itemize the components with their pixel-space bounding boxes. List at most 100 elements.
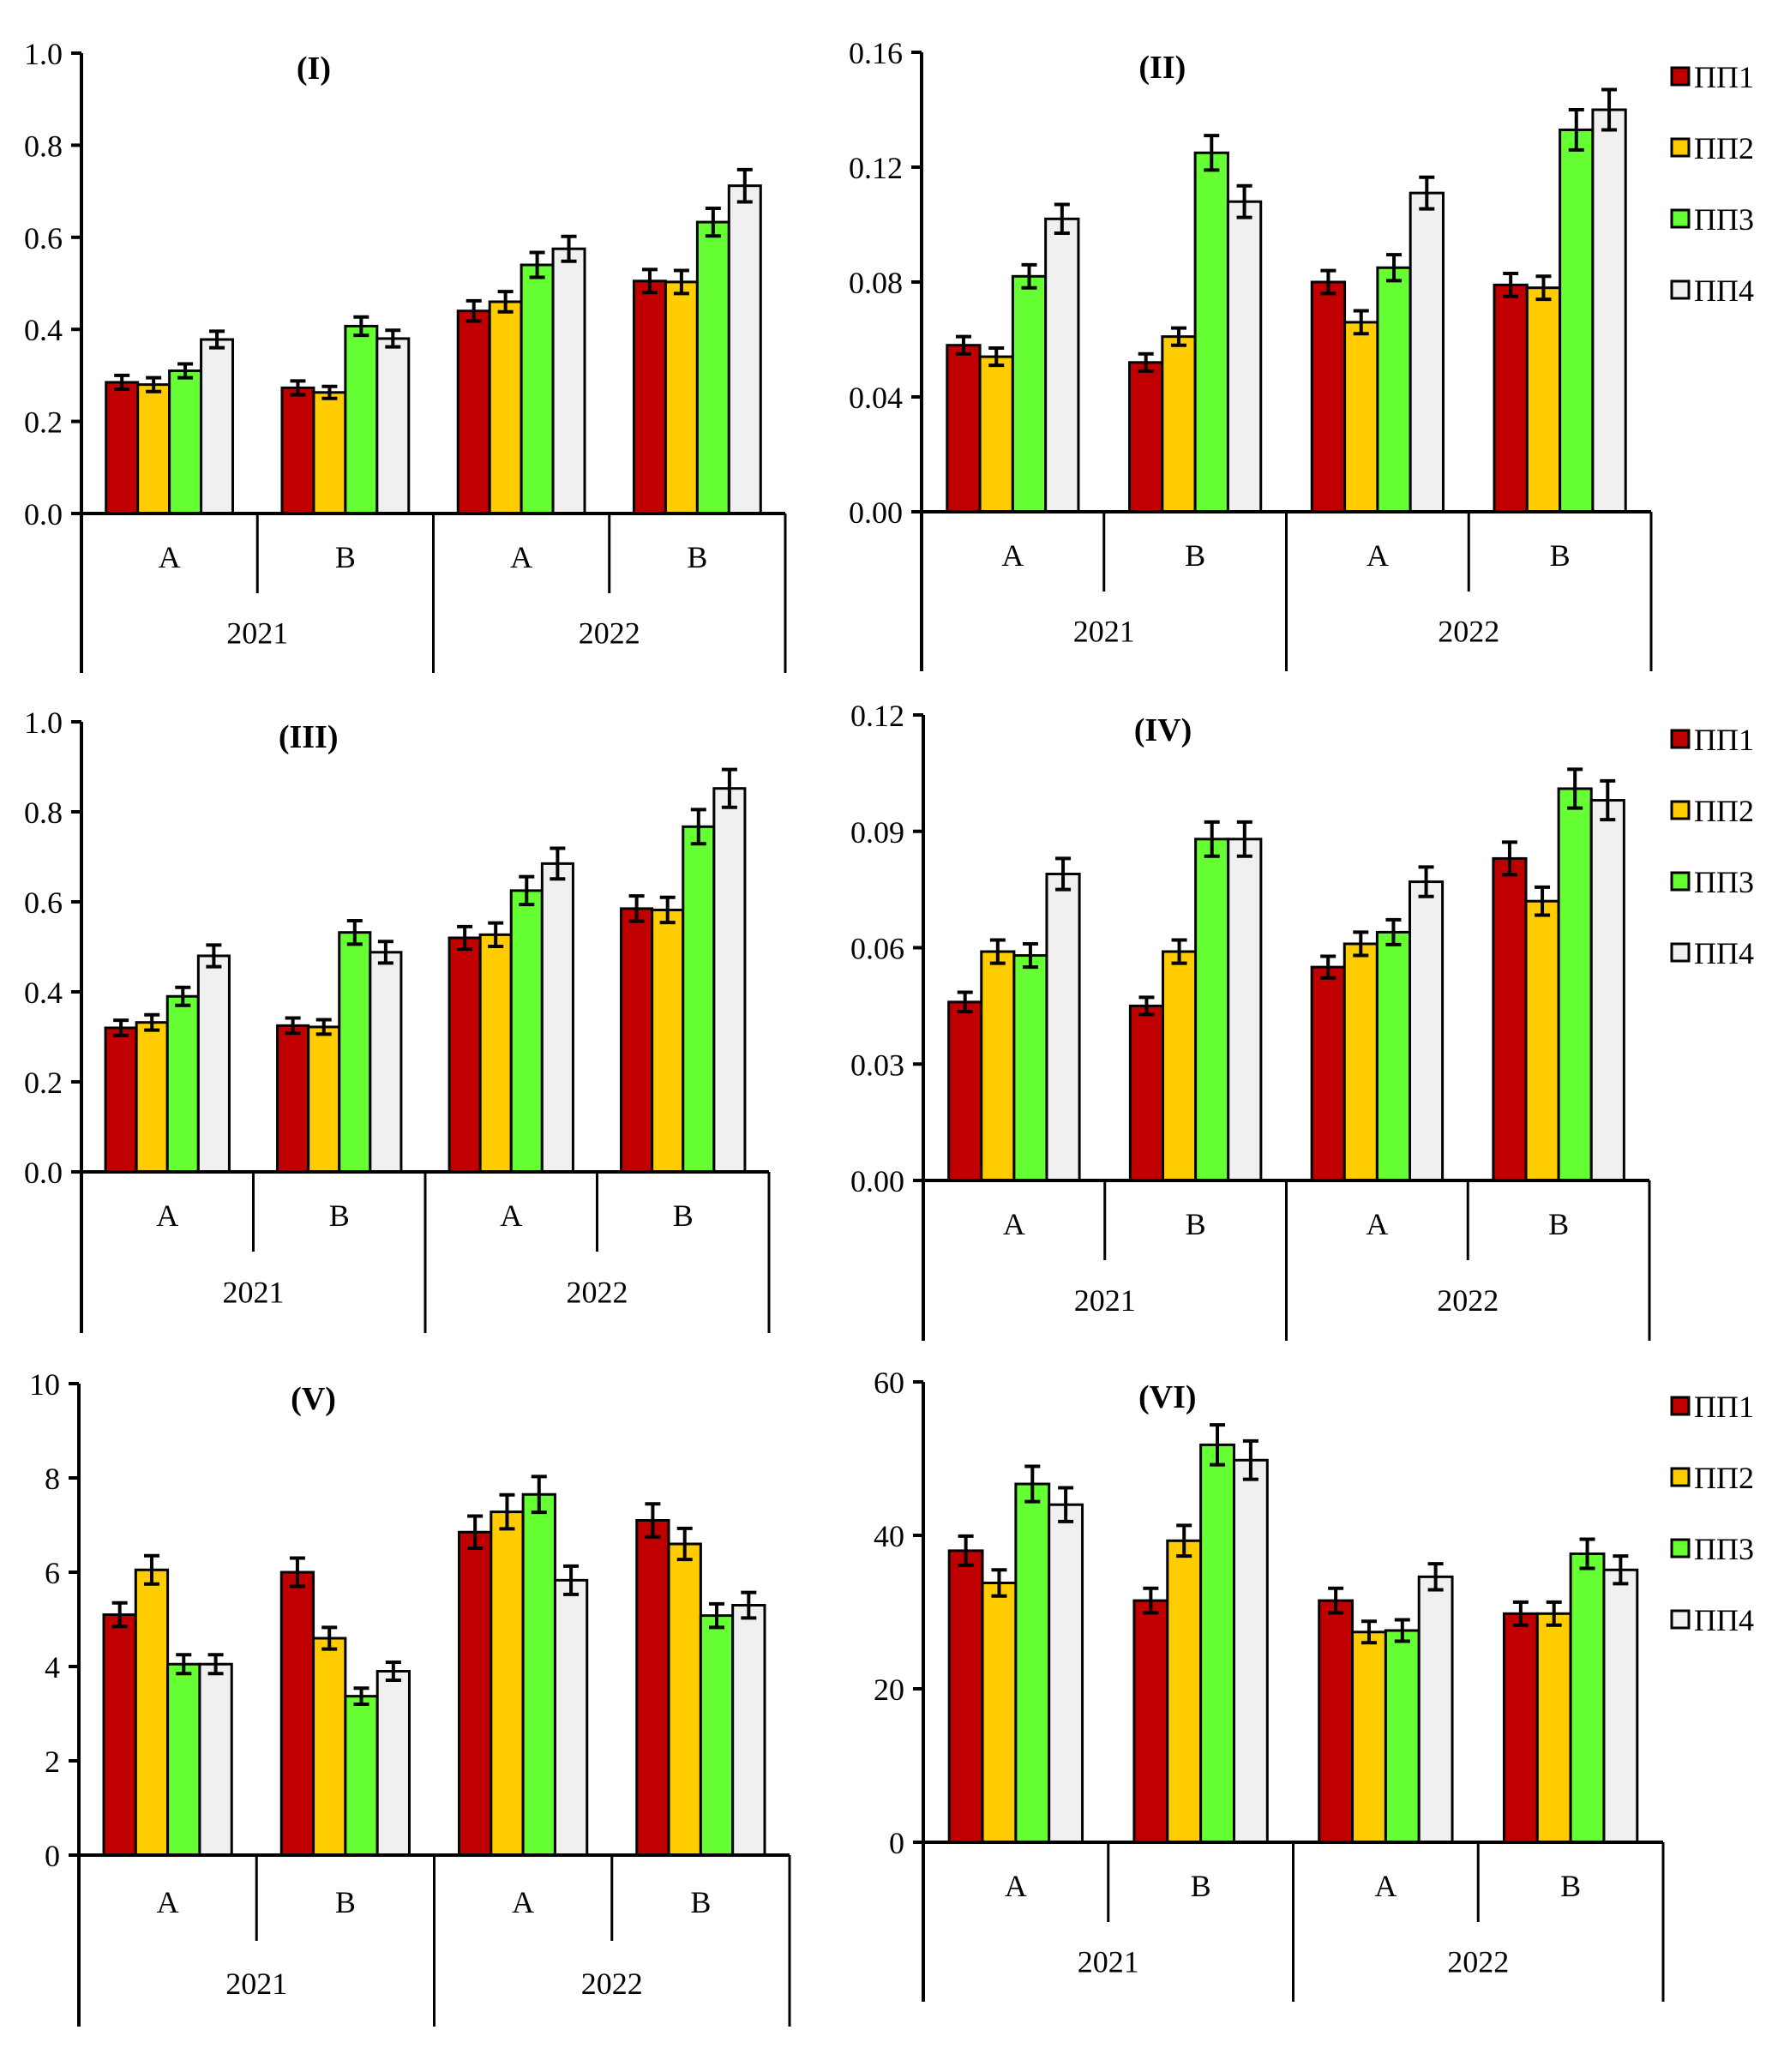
x-category-label: B: [335, 540, 356, 574]
bar-ПП4-2021-B: [1226, 200, 1263, 513]
x-group-label: 2021: [223, 1276, 285, 1310]
x-category-label: B: [329, 1198, 350, 1233]
x-category-label: B: [1185, 538, 1205, 573]
y-tick-label: 0.6: [24, 221, 63, 255]
bar-ПП4-2021-B: [1232, 1458, 1269, 1844]
bar-ПП3-2022-B: [1557, 787, 1593, 1182]
x-group-label: 2022: [1437, 1283, 1499, 1318]
x-category-label: B: [1191, 1869, 1211, 1903]
legend-swatch-ПП1: [1670, 66, 1691, 87]
bar-ПП4-2022-B: [1591, 108, 1627, 513]
y-tick-label: 0.2: [24, 1066, 63, 1100]
bar-ПП2-2022-B: [664, 280, 699, 515]
bar-ПП2-2022-A: [488, 300, 523, 515]
x-group-label: 2022: [579, 616, 640, 651]
x-group-label: 2022: [567, 1276, 628, 1310]
bar-ПП4-2022-B: [1602, 1568, 1639, 1844]
legend-label: ПП2: [1694, 131, 1754, 165]
x-category-label: B: [687, 540, 707, 574]
bar-ПП4-2022-A: [551, 247, 586, 515]
bar-ПП4-2022-A: [553, 1578, 589, 1857]
bar-ПП3-2021-B: [338, 931, 372, 1174]
legend-label: ПП1: [1694, 723, 1754, 757]
bar-ПП2-2022-A: [478, 933, 513, 1174]
panel-II: (II) 0.00 0.04 0.08 0.12 0.16 A B A B 2021 2022 ПП1 П…: [849, 36, 1754, 671]
bar-ПП4-2021-A: [198, 1662, 233, 1857]
bar-ПП3-2021-B: [1193, 151, 1229, 513]
bar-ПП1-2021-A: [105, 381, 140, 515]
bar-ПП2-2021-A: [136, 383, 171, 515]
bar-ПП4-2021-B: [369, 951, 403, 1174]
x-group-label: 2021: [225, 1967, 287, 2001]
panel-VI: (VI) 0 20 40 60 A B A B 2021 2022 ПП1 ПП2 ПП3 ПП4: [874, 1366, 1754, 2002]
bar-ПП1-2021-B: [280, 386, 315, 515]
legend-swatch-ПП4: [1670, 942, 1691, 963]
y-tick-label: 6: [45, 1556, 60, 1590]
bar-ПП3-2021-A: [1014, 1482, 1051, 1844]
y-tick-label: 0.0: [24, 497, 63, 532]
legend-label: ПП3: [1694, 1532, 1754, 1566]
legend-label: ПП4: [1694, 936, 1754, 970]
bar-ПП1-2021-A: [947, 1549, 984, 1844]
panel-III: (III) 0.0 0.2 0.4 0.6 0.8 1.0 A B A B 2021 2022: [24, 706, 771, 1333]
bar-ПП3-2022-B: [695, 220, 730, 515]
legend-label: ПП2: [1694, 794, 1754, 828]
bar-ПП3-2021-B: [1194, 838, 1230, 1182]
y-tick-label: 8: [45, 1462, 60, 1496]
bar-ПП3-2021-B: [344, 324, 379, 515]
x-group-label: 2021: [1078, 1945, 1139, 1979]
x-category-label: B: [1550, 538, 1571, 573]
x-group-label: 2022: [1447, 1945, 1509, 1979]
bar-ПП4-2021-A: [1048, 1503, 1084, 1844]
x-category-label: A: [500, 1198, 522, 1233]
bar-ПП3-2021-B: [1199, 1443, 1235, 1844]
panel-title: (II): [1138, 50, 1186, 86]
bar-ПП4-2022-B: [712, 787, 747, 1174]
y-tick-label: 0.03: [850, 1048, 904, 1082]
x-group-label: 2022: [581, 1967, 643, 2001]
legend-swatch-ПП4: [1670, 279, 1691, 300]
bar-ПП2-2021-A: [134, 1568, 170, 1857]
bar-ПП1-2021-A: [947, 1000, 983, 1182]
bar-ПП2-2021-B: [312, 1637, 347, 1857]
bar-ПП3-2022-B: [699, 1614, 735, 1857]
bar-ПП3-2022-A: [1384, 1629, 1421, 1844]
y-tick-label: 4: [45, 1650, 60, 1685]
x-category-label: A: [1366, 1207, 1388, 1241]
y-tick-label: 1.0: [24, 37, 63, 71]
bar-ПП1-2022-A: [1310, 280, 1347, 513]
bar-ПП3-2021-A: [166, 1662, 201, 1857]
bar-ПП1-2022-A: [448, 936, 482, 1174]
bar-ПП3-2022-A: [1375, 930, 1411, 1182]
bar-ПП4-2022-B: [727, 184, 762, 515]
bar-ПП2-2021-B: [1162, 950, 1198, 1182]
x-category-label: B: [673, 1198, 694, 1233]
bar-ПП4-2022-B: [1589, 799, 1625, 1182]
bar-ПП2-2021-B: [312, 391, 347, 515]
y-tick-label: 0.12: [850, 699, 904, 733]
x-category-label: B: [690, 1885, 711, 1919]
x-category-label: A: [159, 540, 181, 574]
bar-ПП1-2021-B: [1128, 1004, 1165, 1182]
y-tick-label: 0.0: [24, 1156, 63, 1190]
legend-label: ПП1: [1694, 1390, 1754, 1424]
bar-ПП3-2021-A: [1012, 954, 1048, 1182]
bar-ПП1-2022-B: [1493, 283, 1529, 513]
bar-ПП3-2022-A: [509, 889, 544, 1174]
bar-ПП2-2021-B: [1161, 335, 1197, 513]
legend-label: ПП3: [1694, 202, 1754, 237]
bar-ПП1-2022-B: [1492, 856, 1528, 1182]
x-category-label: A: [1003, 1207, 1025, 1241]
y-tick-label: 0: [889, 1826, 904, 1860]
bar-ПП1-2021-A: [104, 1026, 138, 1174]
bar-ПП1-2021-A: [102, 1613, 137, 1857]
bar-ПП4-2021-B: [375, 337, 411, 515]
y-tick-label: 0.2: [24, 405, 63, 440]
x-category-label: B: [1548, 1207, 1569, 1241]
bar-ПП4-2021-A: [1045, 873, 1081, 1182]
bar-ПП2-2022-A: [490, 1510, 525, 1857]
y-tick-label: 0.8: [24, 796, 63, 830]
bar-ПП4-2021-B: [1227, 838, 1263, 1182]
legend-swatch-ПП4: [1670, 1609, 1691, 1630]
